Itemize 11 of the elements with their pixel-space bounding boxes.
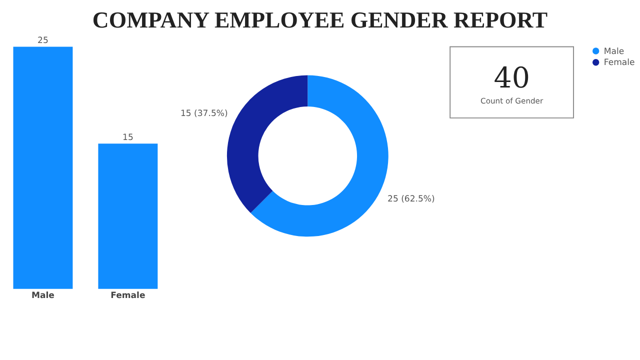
donut-slice	[250, 75, 388, 237]
legend-label: Male	[604, 46, 624, 57]
data-label: 25	[38, 36, 48, 46]
data-label: 25 (62.5%)	[388, 194, 435, 205]
text: Count of Gender	[480, 96, 544, 106]
text: COMPANY EMPLOYEE GENDER REPORT	[92, 8, 548, 33]
legend-label: Female	[604, 58, 635, 68]
data-label: 15	[122, 132, 134, 143]
data-label: 40	[494, 62, 530, 95]
data-label: 15 (37.5%)	[180, 108, 228, 119]
donut-slice	[227, 75, 308, 213]
